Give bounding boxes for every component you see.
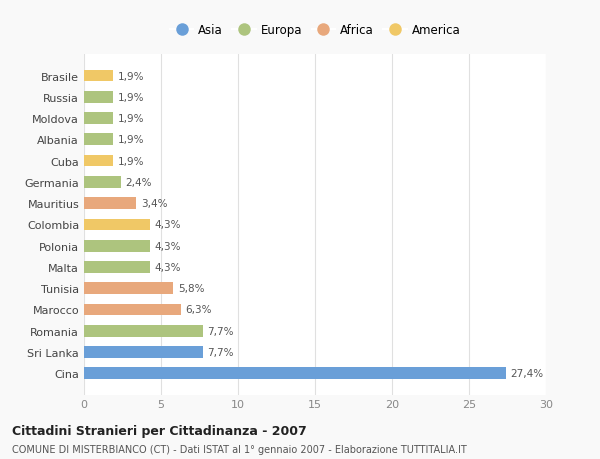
Text: 3,4%: 3,4% <box>141 199 167 209</box>
Text: 7,7%: 7,7% <box>207 326 234 336</box>
Bar <box>84 156 113 167</box>
Bar <box>84 368 506 379</box>
Text: 2,4%: 2,4% <box>125 178 152 187</box>
Bar <box>84 177 121 188</box>
Text: 5,8%: 5,8% <box>178 284 205 294</box>
Text: 4,3%: 4,3% <box>155 263 181 272</box>
Bar <box>84 113 113 125</box>
Text: Cittadini Stranieri per Cittadinanza - 2007: Cittadini Stranieri per Cittadinanza - 2… <box>12 424 307 437</box>
Text: 27,4%: 27,4% <box>511 369 544 379</box>
Bar <box>84 347 203 358</box>
Text: 7,7%: 7,7% <box>207 347 234 357</box>
Bar <box>84 325 203 337</box>
Bar <box>84 283 173 294</box>
Text: 4,3%: 4,3% <box>155 241 181 251</box>
Text: 1,9%: 1,9% <box>118 135 145 145</box>
Text: 1,9%: 1,9% <box>118 93 145 102</box>
Legend: Asia, Europa, Africa, America: Asia, Europa, Africa, America <box>166 20 464 40</box>
Bar <box>84 134 113 146</box>
Text: COMUNE DI MISTERBIANCO (CT) - Dati ISTAT al 1° gennaio 2007 - Elaborazione TUTTI: COMUNE DI MISTERBIANCO (CT) - Dati ISTAT… <box>12 444 467 454</box>
Text: 1,9%: 1,9% <box>118 156 145 166</box>
Bar <box>84 241 150 252</box>
Bar <box>84 92 113 103</box>
Bar <box>84 198 136 209</box>
Bar <box>84 219 150 231</box>
Text: 1,9%: 1,9% <box>118 114 145 124</box>
Text: 1,9%: 1,9% <box>118 71 145 81</box>
Text: 4,3%: 4,3% <box>155 220 181 230</box>
Bar <box>84 262 150 273</box>
Bar <box>84 71 113 82</box>
Bar <box>84 304 181 316</box>
Text: 6,3%: 6,3% <box>185 305 212 315</box>
